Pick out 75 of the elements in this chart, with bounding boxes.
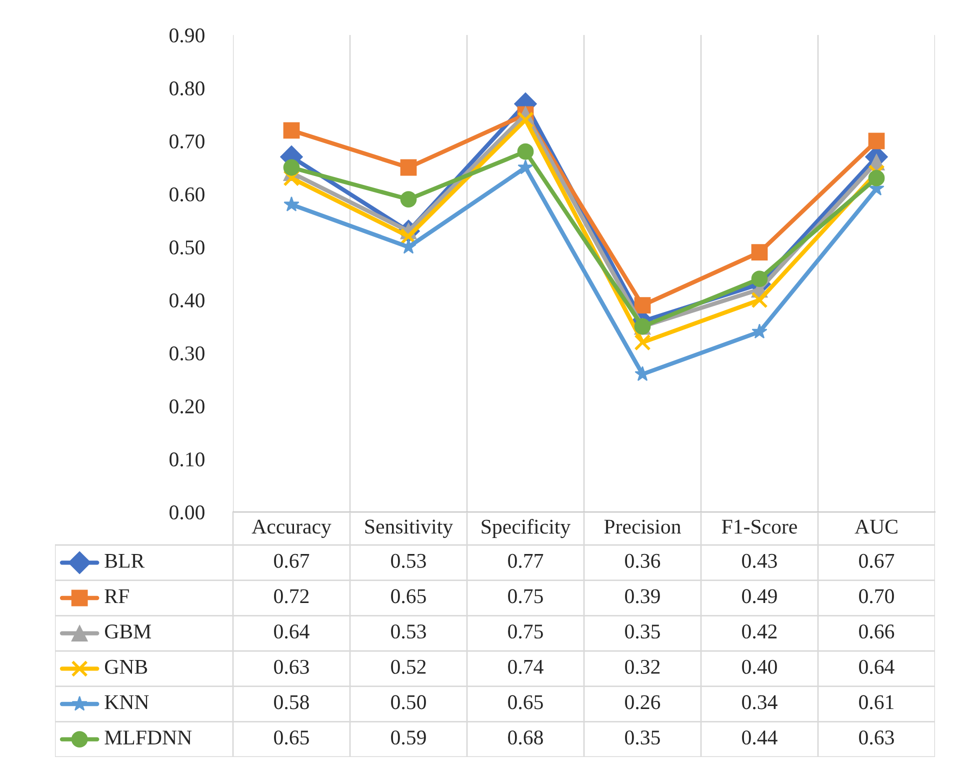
x-tick-label: Precision — [604, 520, 681, 534]
point — [634, 334, 651, 351]
y-tick-label: 0.90 — [170, 28, 204, 43]
y-tick-label: 0.60 — [170, 187, 204, 202]
data-label: 0.74 — [508, 660, 544, 674]
data-label: 0.67 — [859, 554, 894, 568]
data-label: 0.72 — [274, 589, 309, 604]
data-label: 0.40 — [742, 660, 777, 674]
data-label: 0.64 — [274, 624, 310, 639]
point — [400, 159, 417, 176]
x-tick-label: Specificity — [482, 518, 571, 538]
legend-label: RF — [104, 589, 129, 604]
x-tick-label: Accuracy — [252, 520, 332, 538]
data-label: 0.65 — [274, 730, 309, 745]
data-label: 0.65 — [508, 695, 543, 710]
point — [634, 297, 651, 314]
data-label: 0.36 — [625, 554, 660, 568]
data-label: 0.75 — [508, 624, 543, 639]
point — [751, 292, 768, 308]
point — [284, 196, 300, 212]
point — [283, 170, 300, 186]
data-label: 0.61 — [859, 695, 894, 710]
data-label: 0.59 — [391, 730, 426, 745]
data-label: 0.75 — [508, 589, 543, 604]
y-tick-label: 0.80 — [170, 81, 204, 96]
legend-label: GNB — [104, 660, 148, 674]
legend-label: MLFDNN — [104, 730, 192, 744]
data-label: 0.66 — [859, 624, 894, 639]
data-label: 0.26 — [625, 695, 660, 710]
data-label: 0.67 — [274, 554, 310, 568]
point — [517, 111, 534, 128]
x-tick-label: AUC — [854, 520, 898, 534]
data-label: 0.35 — [625, 730, 660, 745]
y-tick-label: 0.30 — [170, 346, 204, 361]
point — [868, 170, 885, 186]
data-label: 0.53 — [391, 554, 426, 568]
legend-label: GBM — [104, 624, 151, 639]
data-label: 0.64 — [859, 660, 894, 674]
data-label: 0.63 — [859, 730, 894, 745]
data-label: 0.42 — [742, 624, 777, 639]
data-label: 0.34 — [742, 695, 778, 710]
data-label: 0.39 — [625, 589, 660, 604]
y-tick-label: 0.00 — [170, 505, 204, 520]
legend-label: BLR — [104, 554, 145, 568]
x-tick-label: F1-Score — [722, 520, 797, 534]
data-label: 0.44 — [742, 730, 778, 745]
y-tick-label: 0.40 — [170, 293, 204, 308]
data-label: 0.63 — [274, 660, 309, 674]
data-label: 0.52 — [391, 660, 426, 674]
point — [752, 324, 768, 339]
data-label: 0.77 — [508, 554, 544, 568]
data-label: 0.58 — [274, 695, 309, 710]
point — [868, 132, 885, 150]
y-tick-label: 0.20 — [170, 399, 204, 414]
point — [751, 244, 768, 260]
y-tick-label: 0.50 — [170, 240, 204, 255]
data-label: 0.49 — [742, 589, 777, 604]
point — [400, 191, 417, 208]
data-label: 0.43 — [742, 554, 777, 568]
point — [751, 270, 768, 287]
data-label: 0.70 — [859, 589, 894, 604]
data-label: 0.65 — [391, 589, 426, 604]
data-label: 0.68 — [508, 730, 543, 745]
y-tick-label: 0.70 — [170, 134, 204, 149]
legend-label: KNN — [104, 695, 149, 710]
data-label: 0.50 — [391, 695, 426, 710]
x-tick-label: Sensitivity — [365, 520, 453, 538]
data-label: 0.53 — [391, 624, 426, 639]
point — [283, 159, 300, 176]
data-label: 0.32 — [625, 660, 660, 674]
point — [283, 122, 300, 139]
y-tick-label: 0.10 — [170, 452, 204, 467]
data-label: 0.35 — [625, 624, 660, 639]
point — [517, 143, 534, 160]
point — [518, 159, 534, 174]
